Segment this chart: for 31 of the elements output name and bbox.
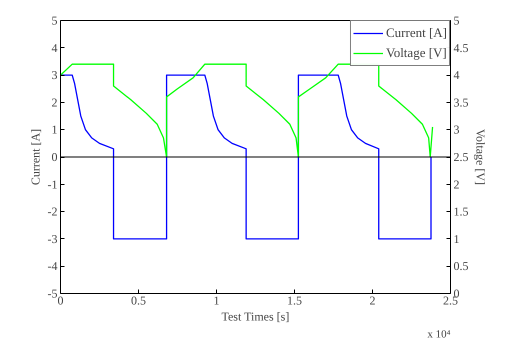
y-tick-label: -1 xyxy=(48,177,58,192)
y2-tick-label: 1 xyxy=(454,232,460,246)
y2-tick-label: 4.5 xyxy=(454,40,468,55)
y2-tick-label: 2.5 xyxy=(454,150,468,164)
y-tick-label: 5 xyxy=(52,14,58,28)
y-tick-label: -4 xyxy=(48,259,58,274)
y2-tick-label: 2 xyxy=(454,177,460,192)
y-tick-label: 1 xyxy=(52,122,58,137)
y-axis-title: Current [A] xyxy=(28,128,43,186)
legend-label: Current [A] xyxy=(386,25,447,41)
x-tick-label: 2 xyxy=(370,294,376,308)
y2-tick-label: 4 xyxy=(454,68,460,82)
y2-tick-label: 5 xyxy=(454,14,460,28)
y-tick-label: 0 xyxy=(52,150,58,164)
y2-tick-label: 3.5 xyxy=(454,95,468,110)
y-tick-label: 2 xyxy=(52,95,58,110)
y2-tick-label: 3 xyxy=(454,122,460,137)
y-tick-label: 4 xyxy=(52,40,58,55)
x-tick-label: 0.5 xyxy=(131,294,146,308)
legend-label: Voltage [V] xyxy=(386,45,447,61)
y2-tick-label: 0.5 xyxy=(454,259,468,274)
y2-tick-label: 1.5 xyxy=(454,204,468,219)
y-tick-label: -5 xyxy=(48,286,58,300)
y2-axis-title: Voltage [V] xyxy=(474,128,488,186)
y-tick-label: 3 xyxy=(52,68,58,82)
text: x 10⁴ xyxy=(427,328,451,340)
x-axis-title: Test Times [s] xyxy=(221,310,290,324)
x-tick-label: 1.5 xyxy=(287,294,302,308)
x-tick-label: 1 xyxy=(214,294,220,308)
y-tick-label: -3 xyxy=(48,232,58,246)
y-tick-label: -2 xyxy=(48,204,58,219)
